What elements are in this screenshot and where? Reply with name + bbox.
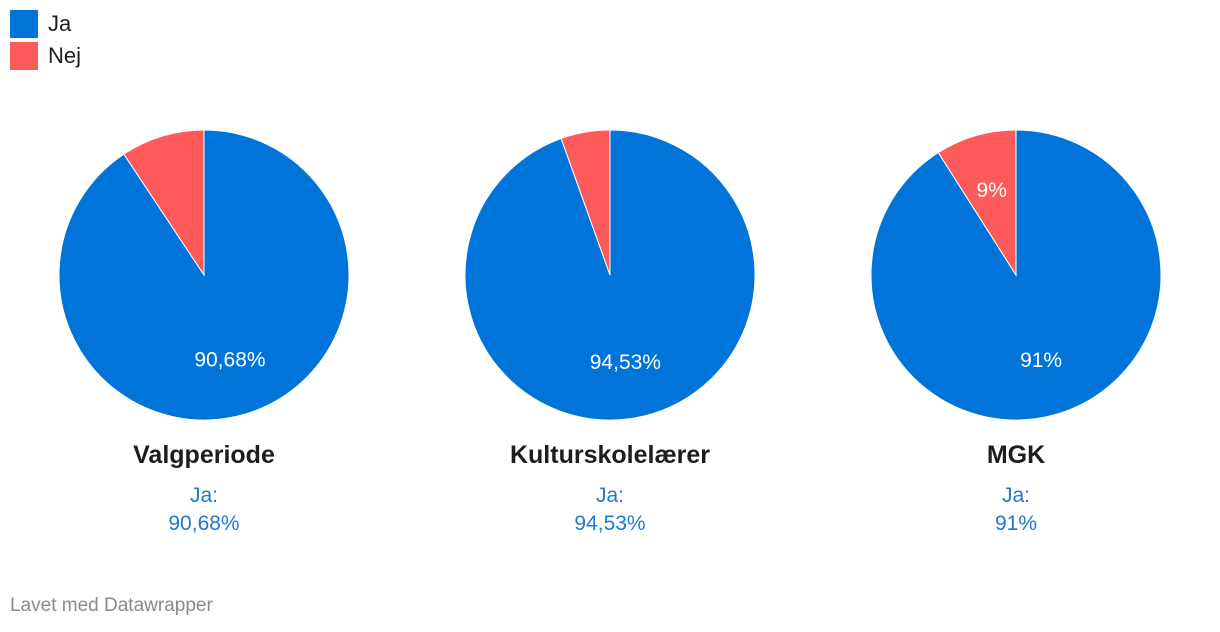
pie-panel-2: 94,53% Kulturskolelærer Ja: 94,53% (406, 125, 814, 545)
pie-sub-label-3: Ja: (1001, 484, 1030, 507)
pie-slice-ja (464, 129, 756, 421)
pie-slice-nej (560, 129, 611, 276)
legend-swatch-nej (10, 41, 38, 70)
pie-sub-label-1: Ja: (189, 484, 218, 507)
pie-sub-label-2: Ja: (595, 484, 624, 507)
pie-sub-value-2: 94,53% (574, 512, 646, 535)
pie-slice-nej (123, 129, 205, 277)
pie-data-label-nej: 9% (977, 179, 1007, 202)
legend: Ja Nej (10, 9, 81, 73)
footer-credit: Lavet med Datawrapper (10, 595, 213, 616)
legend-item-ja: Ja (10, 9, 81, 38)
pie-title-3: MGK (986, 441, 1046, 469)
legend-label-nej: Nej (48, 42, 82, 68)
pie-title-2: Kulturskolelærer (509, 441, 711, 469)
legend-label-ja: Ja (48, 10, 72, 36)
pie-subtitle-2: Ja: 94,53% (406, 482, 814, 538)
pie-sub-value-1: 90,68% (168, 512, 240, 535)
pie-panel-3: 91% 9% MGK Ja: 91% (812, 125, 1220, 545)
pie-subtitle-1: Ja: 90,68% (0, 482, 408, 538)
pie-sub-value-3: 91% (994, 512, 1038, 535)
pie-panel-1: 90,68% Valgperiode Ja: 90,68% (0, 125, 408, 545)
pie-subtitle-3: Ja: 91% (812, 482, 1220, 538)
pie-chart-1: 90,68% (58, 129, 350, 421)
legend-item-nej: Nej (10, 41, 81, 70)
pie-data-label-ja: 94,53% (590, 351, 661, 374)
pie-chart-3: 91% 9% (870, 129, 1162, 421)
pie-data-label-ja: 91% (1020, 349, 1062, 372)
pie-title-1: Valgperiode (133, 441, 275, 469)
pie-slice-nej (937, 129, 1017, 277)
legend-swatch-ja (10, 9, 38, 38)
pie-chart-2: 94,53% (464, 129, 756, 421)
pie-data-label-ja: 90,68% (194, 349, 265, 372)
